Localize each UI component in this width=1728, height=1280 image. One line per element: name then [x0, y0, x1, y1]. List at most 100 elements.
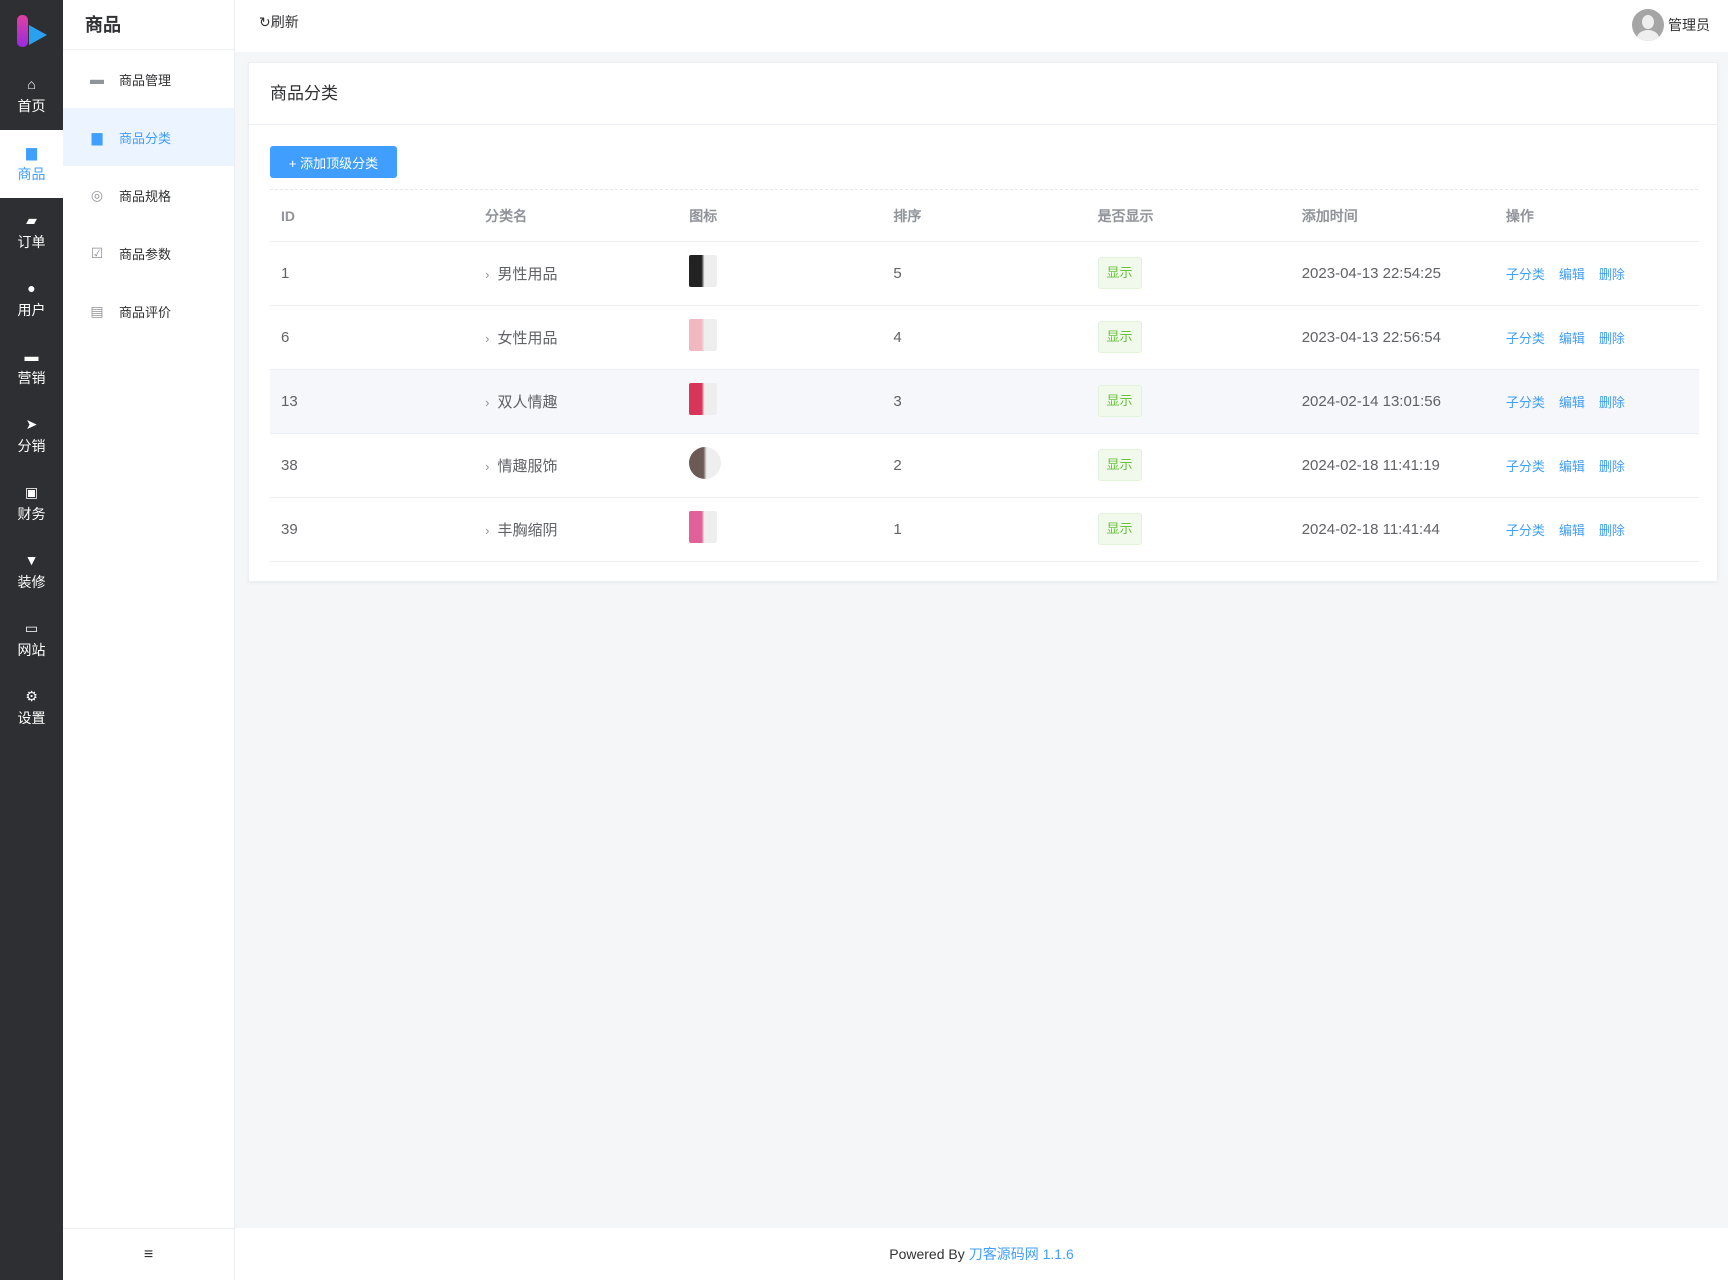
submenu-title: 商品 [63, 0, 234, 50]
collapse-menu-icon[interactable]: ≡ [63, 1228, 234, 1280]
rail-item-label: 装修 [17, 574, 46, 590]
home-icon: ⌂ [27, 76, 36, 92]
rail-item-1[interactable]: ▆ 商品 [0, 130, 63, 198]
submenu-item-1[interactable]: ▆ 商品分类 [63, 108, 234, 166]
rail-item-label: 用户 [17, 302, 46, 318]
ticket-icon: ▬ [24, 348, 39, 364]
actions-cell: 子分类 编辑 删除 [1494, 369, 1699, 434]
submenu-item-0[interactable]: ▬ 商品管理 [63, 50, 234, 108]
add-top-category-button[interactable]: + 添加顶级分类 [270, 146, 397, 178]
wallet-icon: ▰ [26, 212, 37, 228]
rail-item-label: 设置 [17, 710, 46, 726]
submenu-item-4[interactable]: ▤ 商品评价 [63, 282, 234, 340]
delete-link[interactable]: 删除 [1598, 330, 1625, 346]
time-cell: 2023-04-13 22:54:25 [1290, 241, 1495, 306]
user-menu[interactable]: 管理员 [1632, 9, 1710, 41]
rail-item-3[interactable]: ● 用户 [0, 266, 63, 334]
column-header: 添加时间 [1290, 191, 1495, 242]
submenu-item-label: 商品管理 [119, 72, 172, 88]
expand-chevron-icon[interactable]: › [485, 330, 490, 346]
time-cell: 2024-02-18 11:41:19 [1290, 433, 1495, 498]
category-card: 商品分类 + 添加顶级分类 ID 分类名 图标 排序 是否显示 添加时间 操作 1 › 男性用品… [248, 62, 1718, 582]
column-header: 操作 [1494, 191, 1699, 242]
icon-cell [678, 433, 883, 498]
actions-cell: 子分类 编辑 删除 [1494, 497, 1699, 562]
category-name: 情趣服饰 [497, 457, 558, 475]
edit-link[interactable]: 编辑 [1558, 330, 1585, 346]
delete-link[interactable]: 删除 [1598, 394, 1625, 410]
sort-cell: 4 [882, 305, 1087, 370]
sort-cell: 5 [882, 241, 1087, 306]
money-icon: ▣ [24, 484, 39, 500]
brush-icon: ▼ [24, 552, 39, 568]
edit-link[interactable]: 编辑 [1558, 394, 1585, 410]
table-row: 38 › 情趣服饰 2 显示 2024-02-18 11:41:19 子分类 编辑 删除 [270, 433, 1699, 498]
category-thumbnail [689, 319, 718, 351]
column-header: 排序 [882, 191, 1087, 242]
submenu-item-3[interactable]: ☑ 商品参数 [63, 224, 234, 282]
column-header: 是否显示 [1086, 191, 1291, 242]
show-cell: 显示 [1086, 241, 1291, 306]
column-header: 分类名 [474, 191, 679, 242]
category-name: 男性用品 [497, 265, 558, 283]
actions-cell: 子分类 编辑 删除 [1494, 433, 1699, 498]
id-cell: 38 [270, 433, 475, 498]
rail-item-label: 网站 [17, 642, 46, 658]
rail-item-4[interactable]: ▬ 营销 [0, 334, 63, 402]
subcategory-link[interactable]: 子分类 [1505, 458, 1545, 474]
rail-item-label: 营销 [17, 370, 46, 386]
delete-link[interactable]: 删除 [1598, 458, 1625, 474]
delete-link[interactable]: 删除 [1598, 266, 1625, 282]
edit-link[interactable]: 编辑 [1558, 458, 1585, 474]
subcategory-link[interactable]: 子分类 [1505, 266, 1545, 282]
footer: Powered By 刀客源码网 1.1.6 [235, 1228, 1728, 1280]
sort-cell: 1 [882, 497, 1087, 562]
page-title: 商品分类 [249, 63, 1717, 125]
table-row: 1 › 男性用品 5 显示 2023-04-13 22:54:25 子分类 编辑 删除 [270, 241, 1699, 306]
footer-prefix: Powered By [889, 1246, 965, 1262]
sort-cell: 3 [882, 369, 1087, 434]
clipboard-check-icon: ☑ [90, 244, 104, 261]
icon-cell [678, 241, 883, 306]
actions-cell: 子分类 编辑 删除 [1494, 241, 1699, 306]
expand-chevron-icon[interactable]: › [485, 458, 490, 474]
delete-link[interactable]: 删除 [1598, 522, 1625, 538]
app-logo[interactable] [0, 0, 63, 62]
rail-item-5[interactable]: ➤ 分销 [0, 402, 63, 470]
actions-cell: 子分类 编辑 删除 [1494, 305, 1699, 370]
submenu-item-label: 商品规格 [119, 188, 172, 204]
rail-item-label: 首页 [17, 98, 46, 114]
id-cell: 39 [270, 497, 475, 562]
rail-item-0[interactable]: ⌂ 首页 [0, 62, 63, 130]
divider [270, 189, 1698, 190]
time-cell: 2023-04-13 22:56:54 [1290, 305, 1495, 370]
id-cell: 13 [270, 369, 475, 434]
rail-item-8[interactable]: ▭ 网站 [0, 606, 63, 674]
expand-chevron-icon[interactable]: › [485, 266, 490, 282]
category-thumbnail [689, 255, 718, 287]
status-badge: 显示 [1097, 257, 1142, 289]
refresh-button[interactable]: ↻刷新 [259, 14, 299, 30]
rail-item-2[interactable]: ▰ 订单 [0, 198, 63, 266]
expand-chevron-icon[interactable]: › [485, 394, 490, 410]
edit-link[interactable]: 编辑 [1558, 522, 1585, 538]
shopping-bag-icon: ▆ [26, 144, 37, 160]
column-header: 图标 [678, 191, 883, 242]
expand-chevron-icon[interactable]: › [485, 522, 490, 538]
status-badge: 显示 [1097, 513, 1142, 545]
show-cell: 显示 [1086, 497, 1291, 562]
rail-item-7[interactable]: ▼ 装修 [0, 538, 63, 606]
rail-item-6[interactable]: ▣ 财务 [0, 470, 63, 538]
footer-link[interactable]: 刀客源码网 1.1.6 [968, 1246, 1074, 1262]
subcategory-link[interactable]: 子分类 [1505, 394, 1545, 410]
time-cell: 2024-02-18 11:41:44 [1290, 497, 1495, 562]
category-name: 丰胸缩阴 [497, 521, 558, 539]
submenu-item-label: 商品参数 [119, 246, 172, 262]
submenu-item-2[interactable]: ◎ 商品规格 [63, 166, 234, 224]
shopping-bag-icon: ▆ [91, 128, 103, 145]
subcategory-link[interactable]: 子分类 [1505, 330, 1545, 346]
rail-item-9[interactable]: ⚙ 设置 [0, 674, 63, 742]
subcategory-link[interactable]: 子分类 [1505, 522, 1545, 538]
icon-cell [678, 305, 883, 370]
edit-link[interactable]: 编辑 [1558, 266, 1585, 282]
